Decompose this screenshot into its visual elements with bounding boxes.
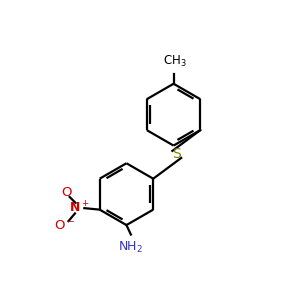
Text: NH$_2$: NH$_2$ xyxy=(118,240,143,256)
Text: CH$_3$: CH$_3$ xyxy=(163,54,187,69)
Text: O: O xyxy=(61,186,72,199)
Text: O$^-$: O$^-$ xyxy=(54,219,75,232)
Text: S: S xyxy=(172,147,181,161)
Text: N$^+$: N$^+$ xyxy=(69,200,89,216)
